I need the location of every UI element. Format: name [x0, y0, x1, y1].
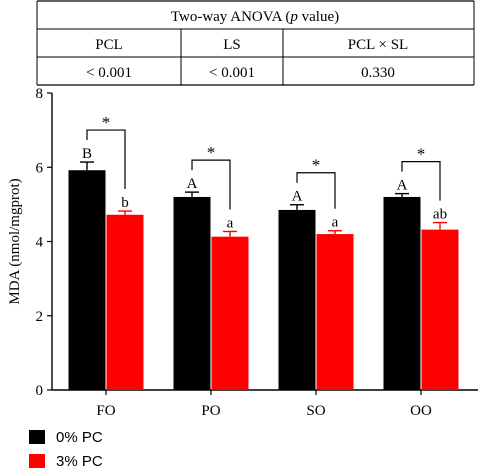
significance-star: * — [417, 145, 426, 164]
anova-table: Two-way ANOVA (p value) PCL LS PCL × SL … — [36, 0, 475, 86]
legend-label: 3% PC — [56, 453, 103, 470]
table-header-pcl: PCL — [95, 37, 123, 53]
significance-bracket — [86, 129, 126, 190]
significance-star: * — [102, 113, 111, 132]
bar-3pc — [316, 234, 354, 390]
bar-3pc — [211, 236, 249, 390]
table-value-ls: < 0.001 — [209, 65, 255, 81]
significance-bracket — [296, 172, 336, 209]
x-tick-label: PO — [201, 403, 220, 419]
table-header-interaction: PCL × SL — [348, 37, 408, 53]
y-tick-label: 0 — [36, 383, 44, 399]
table-title: Two-way ANOVA (p value) — [171, 9, 339, 25]
y-tick-label: 6 — [36, 160, 44, 176]
significance-star: * — [207, 143, 216, 162]
significance-star: * — [312, 156, 321, 175]
significance-letter: b — [121, 195, 129, 211]
bar-0pc — [383, 196, 421, 390]
y-tick-label: 2 — [36, 309, 44, 325]
significance-bracket — [191, 159, 231, 210]
x-tick-label: OO — [410, 403, 432, 419]
significance-bracket — [401, 161, 441, 201]
significance-letter: ab — [433, 207, 447, 223]
bar-3pc — [106, 214, 144, 390]
x-tick-label: SO — [306, 403, 325, 419]
legend-label: 0% PC — [56, 429, 103, 446]
x-tick-label: FO — [96, 403, 115, 419]
table-value-pcl: < 0.001 — [86, 65, 132, 81]
table-header-ls: LS — [223, 37, 241, 53]
significance-letter: a — [332, 215, 339, 231]
y-tick-label: 4 — [36, 235, 44, 251]
table-value-interaction: 0.330 — [361, 65, 395, 81]
bar-0pc — [68, 170, 106, 390]
bar-0pc — [278, 209, 316, 390]
bar-0pc — [173, 196, 211, 390]
y-axis-label: MDA (nmol/mgprot) — [7, 178, 23, 304]
legend-swatch — [29, 454, 45, 468]
significance-letter: A — [397, 178, 408, 194]
significance-letter: B — [82, 146, 92, 162]
bar-3pc — [421, 229, 459, 390]
significance-letter: A — [292, 189, 303, 205]
significance-letter: A — [187, 176, 198, 192]
bar-chart: 0 2 4 6 8 MDA (nmol/mgprot) FO Bb * PO Aa * SO Aa * OO A… — [7, 86, 478, 470]
y-tick-label: 8 — [36, 86, 44, 102]
significance-letter: a — [227, 215, 234, 231]
legend-swatch — [29, 430, 45, 444]
